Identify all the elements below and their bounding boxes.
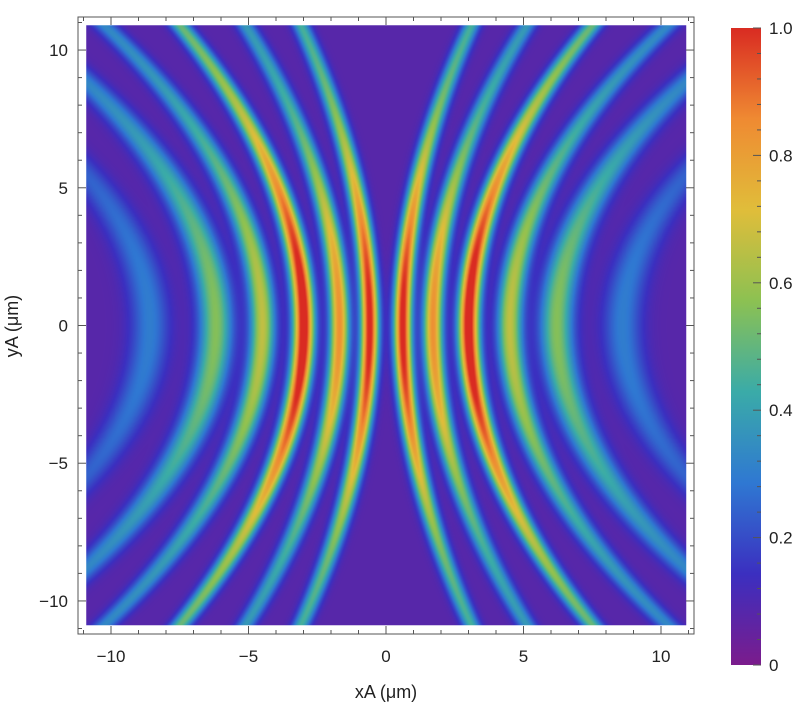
y-tick-label: 5 — [59, 179, 68, 198]
colorbar-tick-labels: 0 0.2 0.4 0.6 0.8 1.0 — [769, 19, 793, 675]
y-tick-label: −5 — [49, 454, 68, 473]
colorbar — [731, 28, 761, 665]
colorbar-tick-label: 0.2 — [769, 529, 793, 548]
axis-ticks — [78, 17, 694, 634]
colorbar-tick-label: 1.0 — [769, 19, 793, 38]
x-tick-label: −10 — [97, 647, 126, 666]
y-tick-label: −10 — [39, 592, 68, 611]
colorbar-ticks — [753, 27, 761, 666]
heatmap-raster — [86, 25, 687, 626]
x-tick-label: 10 — [652, 647, 671, 666]
heatmap-image — [86, 25, 687, 626]
y-axis-label: yA (μm) — [2, 295, 22, 357]
x-tick-label: 5 — [519, 647, 528, 666]
colorbar-tick-label: 0.4 — [769, 401, 793, 420]
x-tick-label: −5 — [239, 647, 258, 666]
y-tick-label: 10 — [49, 41, 68, 60]
axis-tick-labels: −10 −5 0 5 10 −10 −5 0 5 10 — [39, 41, 670, 666]
colorbar-tick-label: 0 — [769, 656, 778, 675]
colorbar-tick-label: 0.8 — [769, 146, 793, 165]
colorbar-tick-label: 0.6 — [769, 274, 793, 293]
y-tick-label: 0 — [59, 317, 68, 336]
x-axis-label: xA (μm) — [355, 682, 417, 702]
x-tick-label: 0 — [381, 647, 390, 666]
